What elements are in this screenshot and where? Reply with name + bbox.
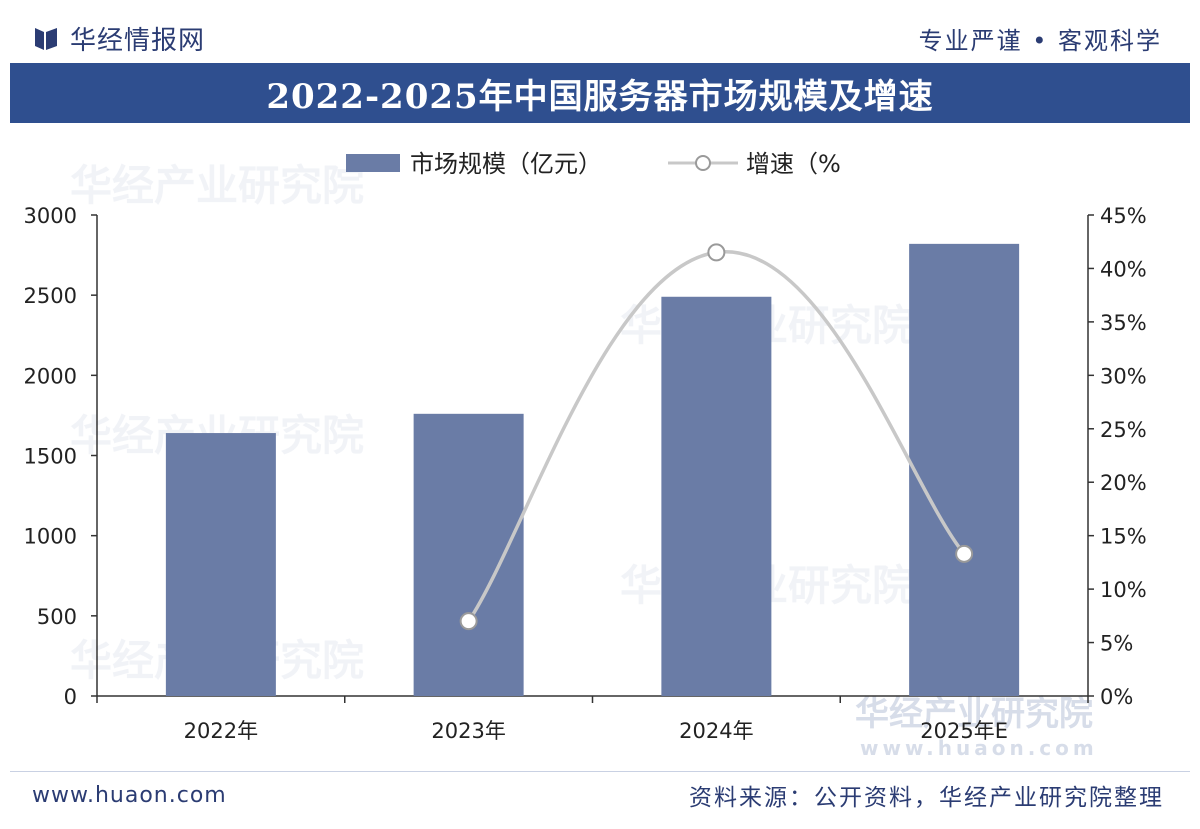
- legend-label-bar: 市场规模（亿元）: [410, 150, 602, 178]
- x-tick-label: 2022年: [184, 719, 258, 743]
- watermark-text: 华经产业研究院: [855, 694, 1093, 734]
- y-right-tick-label: 25%: [1100, 418, 1147, 442]
- legend-swatch-bar: [346, 154, 400, 172]
- y-left-tick-label: 0: [64, 685, 77, 709]
- x-tick-label: 2025年E: [920, 719, 1008, 743]
- y-left-tick-label: 1000: [24, 525, 77, 549]
- y-right-tick-label: 0%: [1100, 685, 1133, 709]
- footer-divider: [10, 771, 1190, 772]
- chart-title: 2022-2025年中国服务器市场规模及增速: [266, 76, 934, 117]
- x-axis-labels: 2022年 2023年 2024年 2025年E: [184, 719, 1008, 743]
- x-tick-label: 2024年: [679, 719, 753, 743]
- legend: 市场规模（亿元） 增速（%: [346, 150, 841, 178]
- y-right-tick-label: 30%: [1100, 364, 1147, 388]
- y-right-tick-label: 35%: [1100, 311, 1147, 335]
- y-left-tick-label: 2500: [24, 284, 77, 308]
- legend-label-line: 增速（%: [746, 150, 841, 178]
- growth-point: [955, 544, 974, 563]
- legend-marker-line: [695, 155, 711, 171]
- brand: 华经情报网: [32, 18, 205, 58]
- y-right-tick-label: 10%: [1100, 578, 1147, 602]
- bar-2025年E: [909, 243, 1020, 697]
- x-tick-label: 2023年: [431, 719, 505, 743]
- y-right-tick-label: 15%: [1100, 525, 1147, 549]
- motto: 专业严谨 • 客观科学: [918, 26, 1162, 55]
- brand-name: 华经情报网: [70, 25, 206, 56]
- y-right-tick-label: 20%: [1100, 471, 1147, 495]
- title-bar: 2022-2025年中国服务器市场规模及增速: [10, 63, 1190, 123]
- growth-line: [459, 243, 974, 631]
- axes: 0 500 1000 1500 2000 2500 3000 0% 5% 10% 15% 20% 25%…: [24, 204, 1147, 709]
- bars: [165, 243, 1020, 697]
- y-left-tick-label: 3000: [24, 204, 77, 228]
- y-right-tick-label: 45%: [1100, 204, 1147, 228]
- bar-2022年: [165, 433, 276, 696]
- top-frame: [0, 0, 1200, 8]
- y-left-tick-label: 500: [37, 605, 77, 629]
- chart: 华经产业研究院华经产业研究院华经产业研究院华经产业研究院华经产业研究院华经产业研…: [24, 150, 1147, 760]
- footer-website: www.huaon.com: [32, 782, 227, 808]
- watermark-text: 华经产业研究院: [70, 161, 364, 210]
- y-left-tick-label: 2000: [24, 364, 77, 388]
- y-left-tick-label: 1500: [24, 445, 77, 469]
- growth-point: [707, 243, 726, 262]
- bar-2023年: [413, 413, 524, 696]
- growth-point: [459, 612, 478, 631]
- y-right-tick-label: 5%: [1100, 632, 1133, 656]
- y-right-tick-label: 40%: [1100, 257, 1147, 281]
- footer-source: 资料来源：公开资料，华经产业研究院整理: [689, 785, 1164, 811]
- watermark-url: www.huaon.com: [860, 736, 1098, 760]
- bar-2024年: [661, 296, 772, 696]
- huajing-logo-icon: [35, 28, 57, 50]
